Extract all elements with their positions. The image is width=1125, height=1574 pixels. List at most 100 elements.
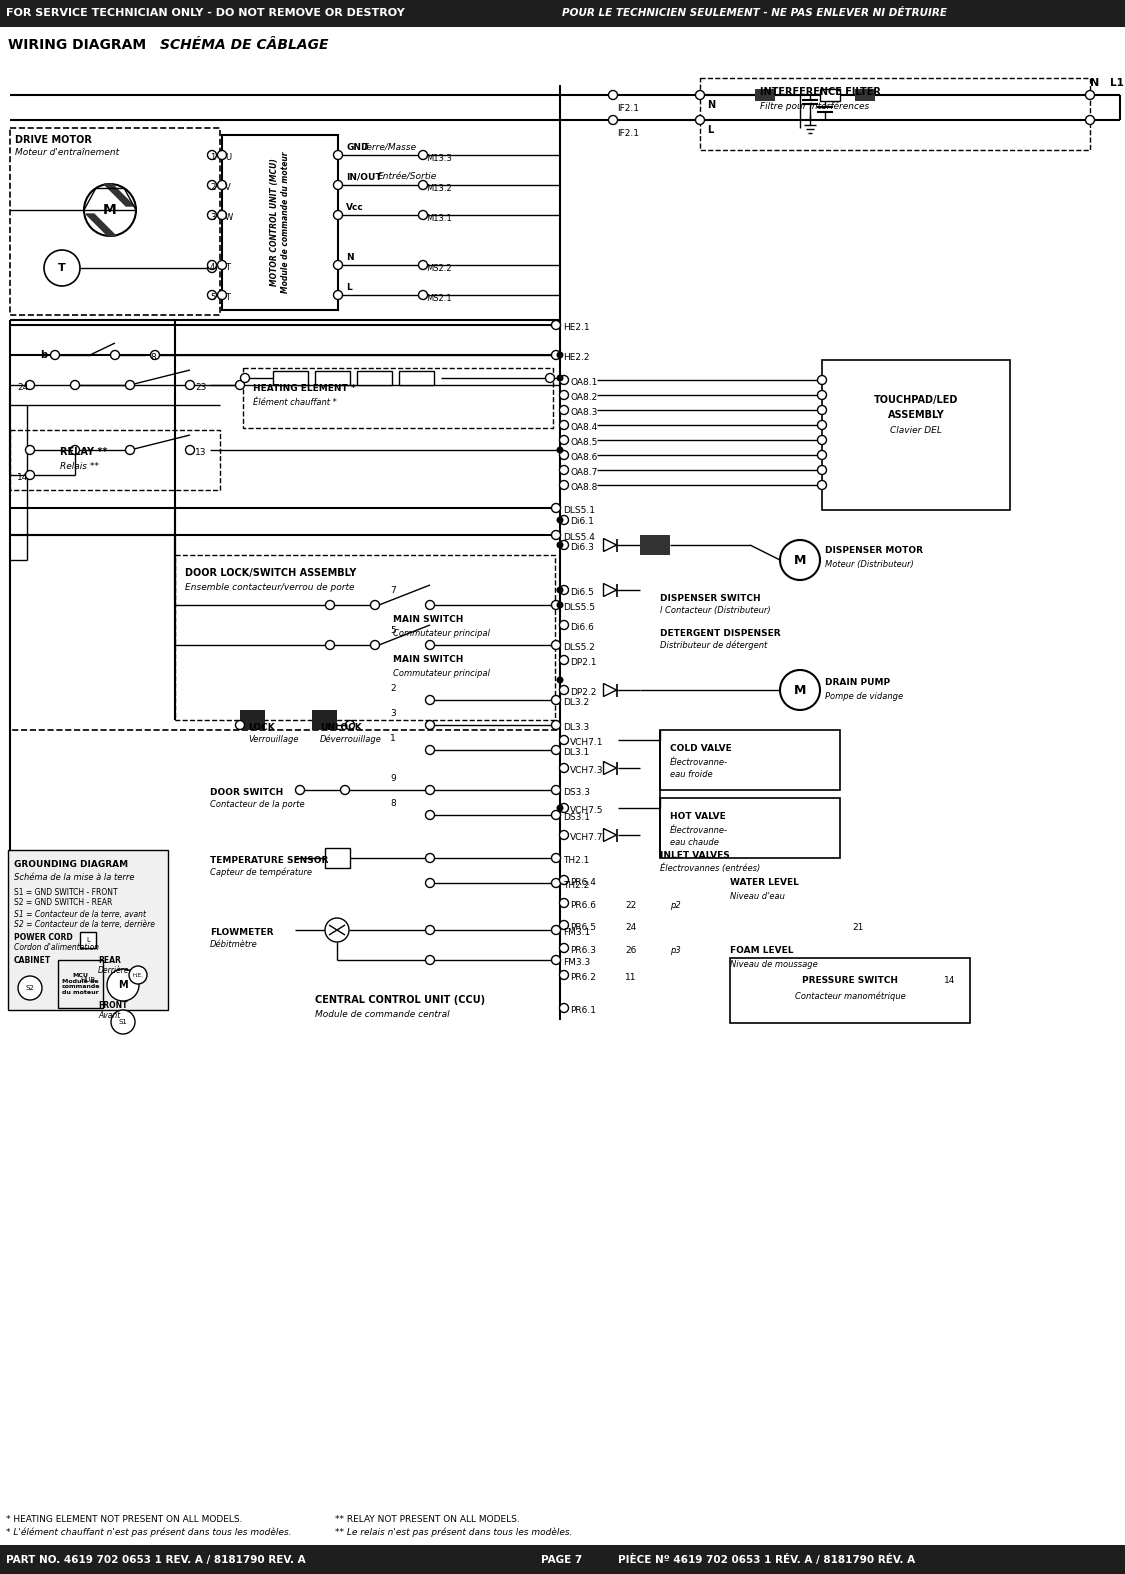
Circle shape bbox=[126, 381, 135, 389]
Text: L: L bbox=[346, 282, 352, 291]
Bar bbox=[357, 371, 392, 386]
Text: FLOWMETER: FLOWMETER bbox=[210, 927, 273, 937]
Text: M: M bbox=[794, 683, 807, 697]
Circle shape bbox=[425, 746, 434, 754]
Circle shape bbox=[609, 115, 618, 124]
Text: POUR LE TECHNICIEN SEULEMENT - NE PAS ENLEVER NI DÉTRUIRE: POUR LE TECHNICIEN SEULEMENT - NE PAS EN… bbox=[562, 8, 947, 17]
Circle shape bbox=[217, 151, 226, 159]
Circle shape bbox=[557, 587, 564, 593]
Circle shape bbox=[559, 390, 568, 400]
Polygon shape bbox=[603, 584, 616, 597]
Circle shape bbox=[818, 420, 827, 430]
Bar bbox=[10, 127, 220, 315]
Text: OA8.4: OA8.4 bbox=[570, 422, 597, 431]
Bar bbox=[700, 79, 1090, 150]
Text: MS2.2: MS2.2 bbox=[426, 263, 451, 272]
Text: 1: 1 bbox=[210, 153, 215, 162]
Text: DISPENSER MOTOR: DISPENSER MOTOR bbox=[825, 546, 922, 554]
Bar bbox=[176, 556, 555, 719]
Text: 11: 11 bbox=[626, 973, 637, 982]
Text: 5: 5 bbox=[210, 293, 215, 302]
Circle shape bbox=[551, 878, 560, 888]
Text: DLS5.4: DLS5.4 bbox=[562, 532, 595, 541]
Text: * HEATING ELEMENT NOT PRESENT ON ALL MODELS.: * HEATING ELEMENT NOT PRESENT ON ALL MOD… bbox=[6, 1516, 243, 1525]
Text: S2 = GND SWITCH - REAR: S2 = GND SWITCH - REAR bbox=[14, 897, 113, 907]
Text: Moteur (Distributeur): Moteur (Distributeur) bbox=[825, 559, 914, 568]
Text: DP2.2: DP2.2 bbox=[570, 688, 596, 697]
Circle shape bbox=[551, 696, 560, 705]
Text: Schéma de la mise à la terre: Schéma de la mise à la terre bbox=[14, 872, 135, 881]
Text: Niveau de moussage: Niveau de moussage bbox=[730, 960, 818, 968]
Text: 9: 9 bbox=[390, 773, 396, 782]
Circle shape bbox=[818, 390, 827, 400]
Bar bbox=[730, 959, 970, 1023]
Text: VCH7.1: VCH7.1 bbox=[570, 738, 603, 746]
Text: PR6.3: PR6.3 bbox=[570, 946, 596, 954]
Text: Contacteur de la porte: Contacteur de la porte bbox=[210, 800, 305, 809]
Text: LOCK: LOCK bbox=[248, 722, 274, 732]
Circle shape bbox=[551, 746, 560, 754]
Text: 8: 8 bbox=[390, 798, 396, 807]
Circle shape bbox=[818, 480, 827, 490]
Bar bbox=[640, 535, 670, 556]
Bar bbox=[660, 798, 840, 858]
Circle shape bbox=[551, 785, 560, 795]
Text: FM3.3: FM3.3 bbox=[562, 957, 591, 966]
Circle shape bbox=[425, 696, 434, 705]
Text: Relais **: Relais ** bbox=[60, 461, 99, 471]
Circle shape bbox=[207, 263, 216, 272]
Circle shape bbox=[107, 970, 140, 1001]
Bar bbox=[80, 932, 96, 948]
Circle shape bbox=[557, 447, 564, 453]
Circle shape bbox=[557, 375, 564, 381]
Text: CENTRAL CONTROL UNIT (CCU): CENTRAL CONTROL UNIT (CCU) bbox=[315, 995, 485, 1006]
Circle shape bbox=[370, 601, 379, 609]
Circle shape bbox=[559, 899, 568, 908]
Circle shape bbox=[559, 686, 568, 694]
Circle shape bbox=[559, 803, 568, 812]
Text: MAIN SWITCH: MAIN SWITCH bbox=[393, 614, 464, 623]
Circle shape bbox=[551, 351, 560, 359]
Circle shape bbox=[18, 976, 42, 999]
Text: ASSEMBLY: ASSEMBLY bbox=[888, 409, 944, 420]
Circle shape bbox=[559, 735, 568, 745]
Text: PIÈCE Nº 4619 702 0653 1 RÉV. A / 8181790 RÉV. A: PIÈCE Nº 4619 702 0653 1 RÉV. A / 818179… bbox=[618, 1555, 915, 1566]
Circle shape bbox=[207, 211, 216, 219]
Circle shape bbox=[235, 721, 244, 729]
Circle shape bbox=[110, 351, 119, 359]
Bar bbox=[10, 320, 560, 730]
Circle shape bbox=[551, 926, 560, 935]
Text: M13.2: M13.2 bbox=[426, 184, 452, 192]
Text: Électrovanne-: Électrovanne- bbox=[670, 757, 728, 767]
Text: DOOR SWITCH: DOOR SWITCH bbox=[210, 787, 284, 796]
Text: IN/OUT: IN/OUT bbox=[346, 173, 381, 181]
Circle shape bbox=[695, 115, 704, 124]
Text: l Contacteur (Distributeur): l Contacteur (Distributeur) bbox=[660, 606, 771, 614]
Text: 22: 22 bbox=[626, 900, 637, 910]
Circle shape bbox=[559, 831, 568, 839]
Circle shape bbox=[695, 90, 704, 99]
Text: ** Le relais n'est pas présent dans tous les modèles.: ** Le relais n'est pas présent dans tous… bbox=[335, 1527, 573, 1536]
Text: PRESSURE SWITCH: PRESSURE SWITCH bbox=[802, 976, 898, 984]
Circle shape bbox=[207, 261, 216, 269]
Text: VCH7.5: VCH7.5 bbox=[570, 806, 603, 814]
Circle shape bbox=[557, 677, 564, 683]
Text: DL3.1: DL3.1 bbox=[562, 748, 590, 757]
Circle shape bbox=[559, 943, 568, 952]
Text: DP2.1: DP2.1 bbox=[570, 658, 596, 666]
Text: * L'élément chauffant n'est pas présent dans tous les modèles.: * L'élément chauffant n'est pas présent … bbox=[6, 1527, 291, 1536]
Text: Niveau d'eau: Niveau d'eau bbox=[730, 891, 785, 900]
Circle shape bbox=[1086, 115, 1095, 124]
Text: M: M bbox=[104, 203, 117, 217]
Text: L: L bbox=[87, 937, 90, 943]
Bar bbox=[8, 850, 168, 1011]
Text: Derrière: Derrière bbox=[98, 965, 129, 974]
Circle shape bbox=[1086, 90, 1095, 99]
Circle shape bbox=[111, 1011, 135, 1034]
Circle shape bbox=[44, 250, 80, 286]
Text: 14: 14 bbox=[944, 976, 955, 984]
Text: 4: 4 bbox=[210, 263, 215, 271]
Text: 1: 1 bbox=[390, 733, 396, 743]
Text: Di6.5: Di6.5 bbox=[570, 587, 594, 597]
Circle shape bbox=[370, 641, 379, 650]
